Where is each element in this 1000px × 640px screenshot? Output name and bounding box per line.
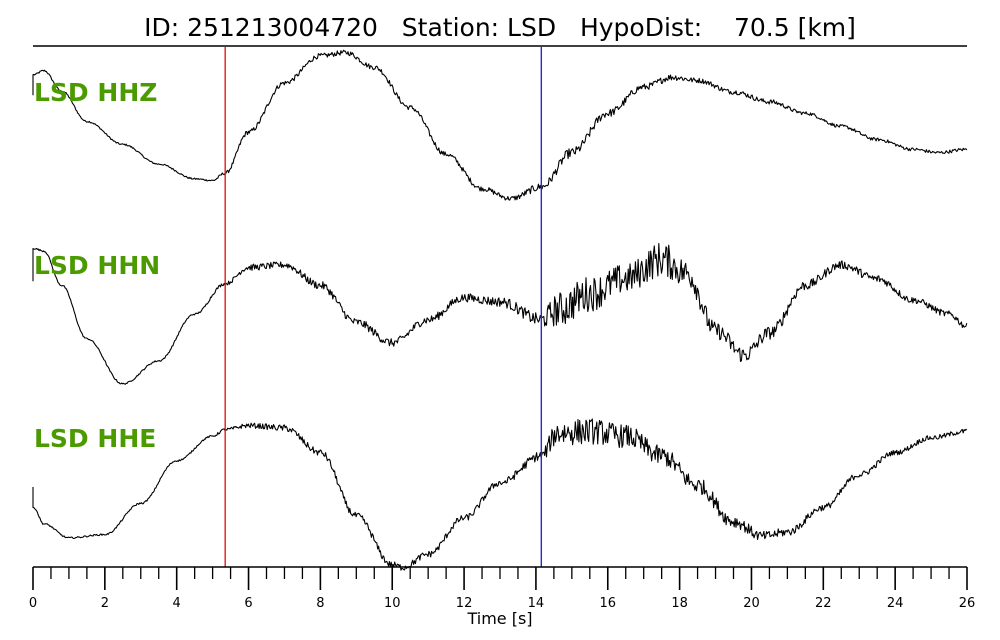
title-hypodist: HypoDist: (580, 13, 702, 42)
time-axis: 0 2 4 6 8 10 12 14 16 18 20 22 24 26 (29, 566, 976, 611)
tick-label: 2 (101, 596, 109, 611)
tick-label: 22 (815, 596, 832, 611)
tick-label: 12 (456, 596, 473, 611)
tick-label: 4 (173, 596, 181, 611)
title-id: ID: 251213004720 (144, 13, 378, 42)
channel-label-group: LSD HHZ LSD HHN LSD HHE (34, 78, 160, 453)
channel-label: LSD HHE (34, 424, 156, 453)
figure-title: ID: 251213004720 Station: LSD HypoDist: … (144, 13, 856, 42)
pick-group (224, 47, 543, 567)
channel-label: LSD HHN (34, 251, 160, 280)
tick-label: 10 (384, 596, 401, 611)
tick-label: 0 (29, 596, 37, 611)
trace-group (32, 49, 968, 571)
trace-lsd-hhn (32, 242, 968, 385)
x-axis-title: Time [s] (466, 609, 532, 628)
trace-lsd-hhe (32, 418, 968, 571)
tick-label: 16 (599, 596, 616, 611)
tick-label: 8 (316, 596, 324, 611)
tick-label: 18 (671, 596, 688, 611)
trace-lsd-hhz (32, 49, 968, 201)
title-station: Station: LSD (402, 13, 556, 42)
tick-label: 26 (959, 596, 976, 611)
tick-label: 14 (528, 596, 545, 611)
tick-label: 20 (743, 596, 760, 611)
title-hypodist-value: 70.5 [km] (734, 13, 856, 42)
tick-label: 6 (244, 596, 252, 611)
tick-label: 24 (887, 596, 904, 611)
channel-label: LSD HHZ (34, 78, 157, 107)
